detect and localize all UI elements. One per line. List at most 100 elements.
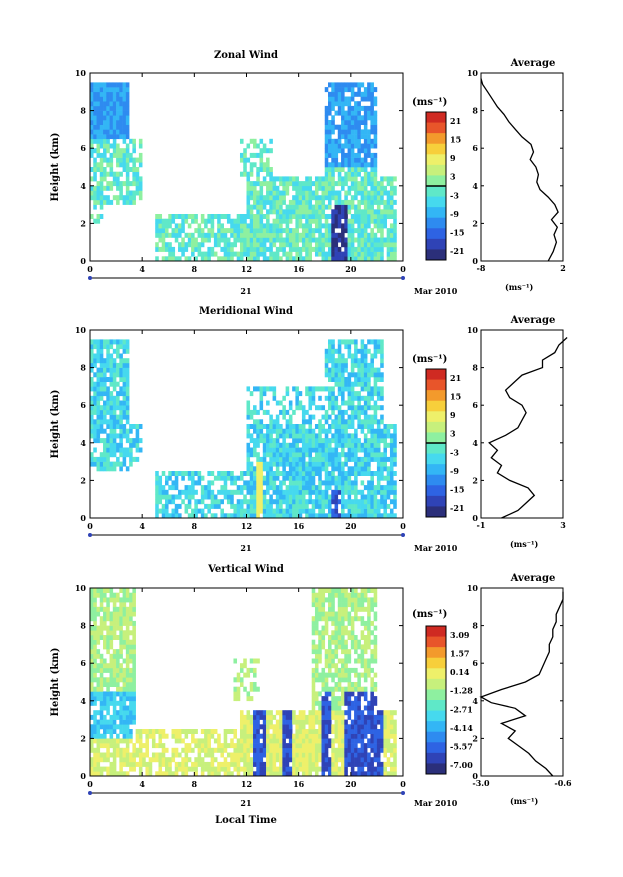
- heatmap-cell: [328, 191, 332, 196]
- heatmap-cell: [100, 616, 104, 621]
- heatmap-cell: [269, 415, 273, 420]
- heatmap-cell: [103, 767, 107, 772]
- heatmap-cell: [331, 659, 335, 664]
- heatmap-cell: [308, 457, 312, 462]
- heatmap-cell: [93, 673, 97, 678]
- heatmap-cell: [110, 659, 114, 664]
- heatmap-cell: [191, 247, 195, 252]
- heatmap-cell: [344, 344, 348, 349]
- heatmap-cell: [172, 748, 176, 753]
- heatmap-cell: [162, 762, 166, 767]
- heatmap-cell: [321, 490, 325, 495]
- heatmap-cell: [233, 753, 237, 758]
- heatmap-cell: [338, 597, 342, 602]
- heatmap-cell: [367, 485, 371, 490]
- heatmap-cell: [367, 247, 371, 252]
- heatmap-cell: [175, 471, 179, 476]
- heatmap-cell: [302, 424, 306, 429]
- heatmap-cell: [331, 677, 335, 682]
- heatmap-cell: [136, 167, 140, 172]
- heatmap-cell: [357, 242, 361, 247]
- heatmap-cell: [335, 205, 339, 210]
- heatmap-cell: [266, 223, 270, 228]
- heatmap-cell: [260, 462, 264, 467]
- heatmap-cell: [302, 495, 306, 500]
- heatmap-cell: [364, 635, 368, 640]
- heatmap-cell: [357, 238, 361, 243]
- heatmap-cell: [377, 419, 381, 424]
- heatmap-cell: [351, 391, 355, 396]
- average-y-tick-label: 2: [472, 218, 478, 228]
- average-y-tick-label: 8: [472, 106, 478, 116]
- heatmap-cell: [191, 219, 195, 224]
- heatmap-cell: [390, 443, 394, 448]
- heatmap-cell: [305, 181, 309, 186]
- heatmap-cell: [351, 358, 355, 363]
- heatmap-cell: [191, 734, 195, 739]
- heatmap-cell: [321, 682, 325, 687]
- heatmap-cell: [106, 120, 110, 125]
- heatmap-cell: [354, 607, 358, 612]
- heatmap-cell: [129, 424, 133, 429]
- heatmap-cell: [155, 753, 159, 758]
- heatmap-cell: [328, 715, 332, 720]
- heatmap-cell: [263, 443, 267, 448]
- heatmap-cell: [390, 247, 394, 252]
- heatmap-cell: [299, 729, 303, 734]
- heatmap-cell: [100, 654, 104, 659]
- heatmap-cell: [100, 349, 104, 354]
- heatmap-cell: [321, 438, 325, 443]
- heatmap-cell: [100, 181, 104, 186]
- heatmap-cell: [132, 602, 136, 607]
- heatmap-cell: [364, 621, 368, 626]
- heatmap-cell: [227, 499, 231, 504]
- heatmap-cell: [295, 448, 299, 453]
- heatmap-cell: [110, 593, 114, 598]
- heatmap-cell: [361, 644, 365, 649]
- heatmap-cell: [119, 377, 123, 382]
- heatmap-cell: [123, 724, 127, 729]
- heatmap-cell: [93, 339, 97, 344]
- heatmap-cell: [344, 720, 348, 725]
- heatmap-cell: [338, 82, 342, 87]
- heatmap-cell: [139, 757, 143, 762]
- heatmap-cell: [260, 466, 264, 471]
- heatmap-cell: [295, 462, 299, 467]
- heatmap-cell: [289, 738, 293, 743]
- heatmap-cell: [321, 443, 325, 448]
- heatmap-cell: [282, 710, 286, 715]
- heatmap-cell: [113, 396, 117, 401]
- heatmap-cell: [103, 158, 107, 163]
- heatmap-cell: [90, 176, 94, 181]
- heatmap-cell: [266, 738, 270, 743]
- heatmap-cell: [136, 729, 140, 734]
- heatmap-cell: [191, 242, 195, 247]
- heatmap-cell: [110, 92, 114, 97]
- heatmap-cell: [338, 219, 342, 224]
- heatmap-cell: [103, 368, 107, 373]
- heatmap-cell: [103, 696, 107, 701]
- heatmap-cell: [119, 429, 123, 434]
- heatmap-cell: [224, 233, 228, 238]
- heatmap-cell: [361, 191, 365, 196]
- heatmap-cell: [119, 101, 123, 106]
- heatmap-cell: [106, 139, 110, 144]
- heatmap-cell: [237, 214, 241, 219]
- heatmap-cell: [201, 499, 205, 504]
- heatmap-cell: [312, 228, 316, 233]
- heatmap-cell: [260, 438, 264, 443]
- heatmap-cell: [240, 219, 244, 224]
- heatmap-cell: [181, 238, 185, 243]
- heatmap-cell: [338, 125, 342, 130]
- heatmap-cell: [315, 738, 319, 743]
- heatmap-cell: [194, 757, 198, 762]
- heatmap-cell: [119, 158, 123, 163]
- day-line-start-marker: [88, 533, 92, 537]
- heatmap-cell: [211, 504, 215, 509]
- heatmap-cell: [279, 433, 283, 438]
- heatmap-cell: [315, 616, 319, 621]
- heatmap-cell: [295, 209, 299, 214]
- heatmap-cell: [247, 410, 251, 415]
- heatmap-cell: [348, 134, 352, 139]
- heatmap-cell: [354, 612, 358, 617]
